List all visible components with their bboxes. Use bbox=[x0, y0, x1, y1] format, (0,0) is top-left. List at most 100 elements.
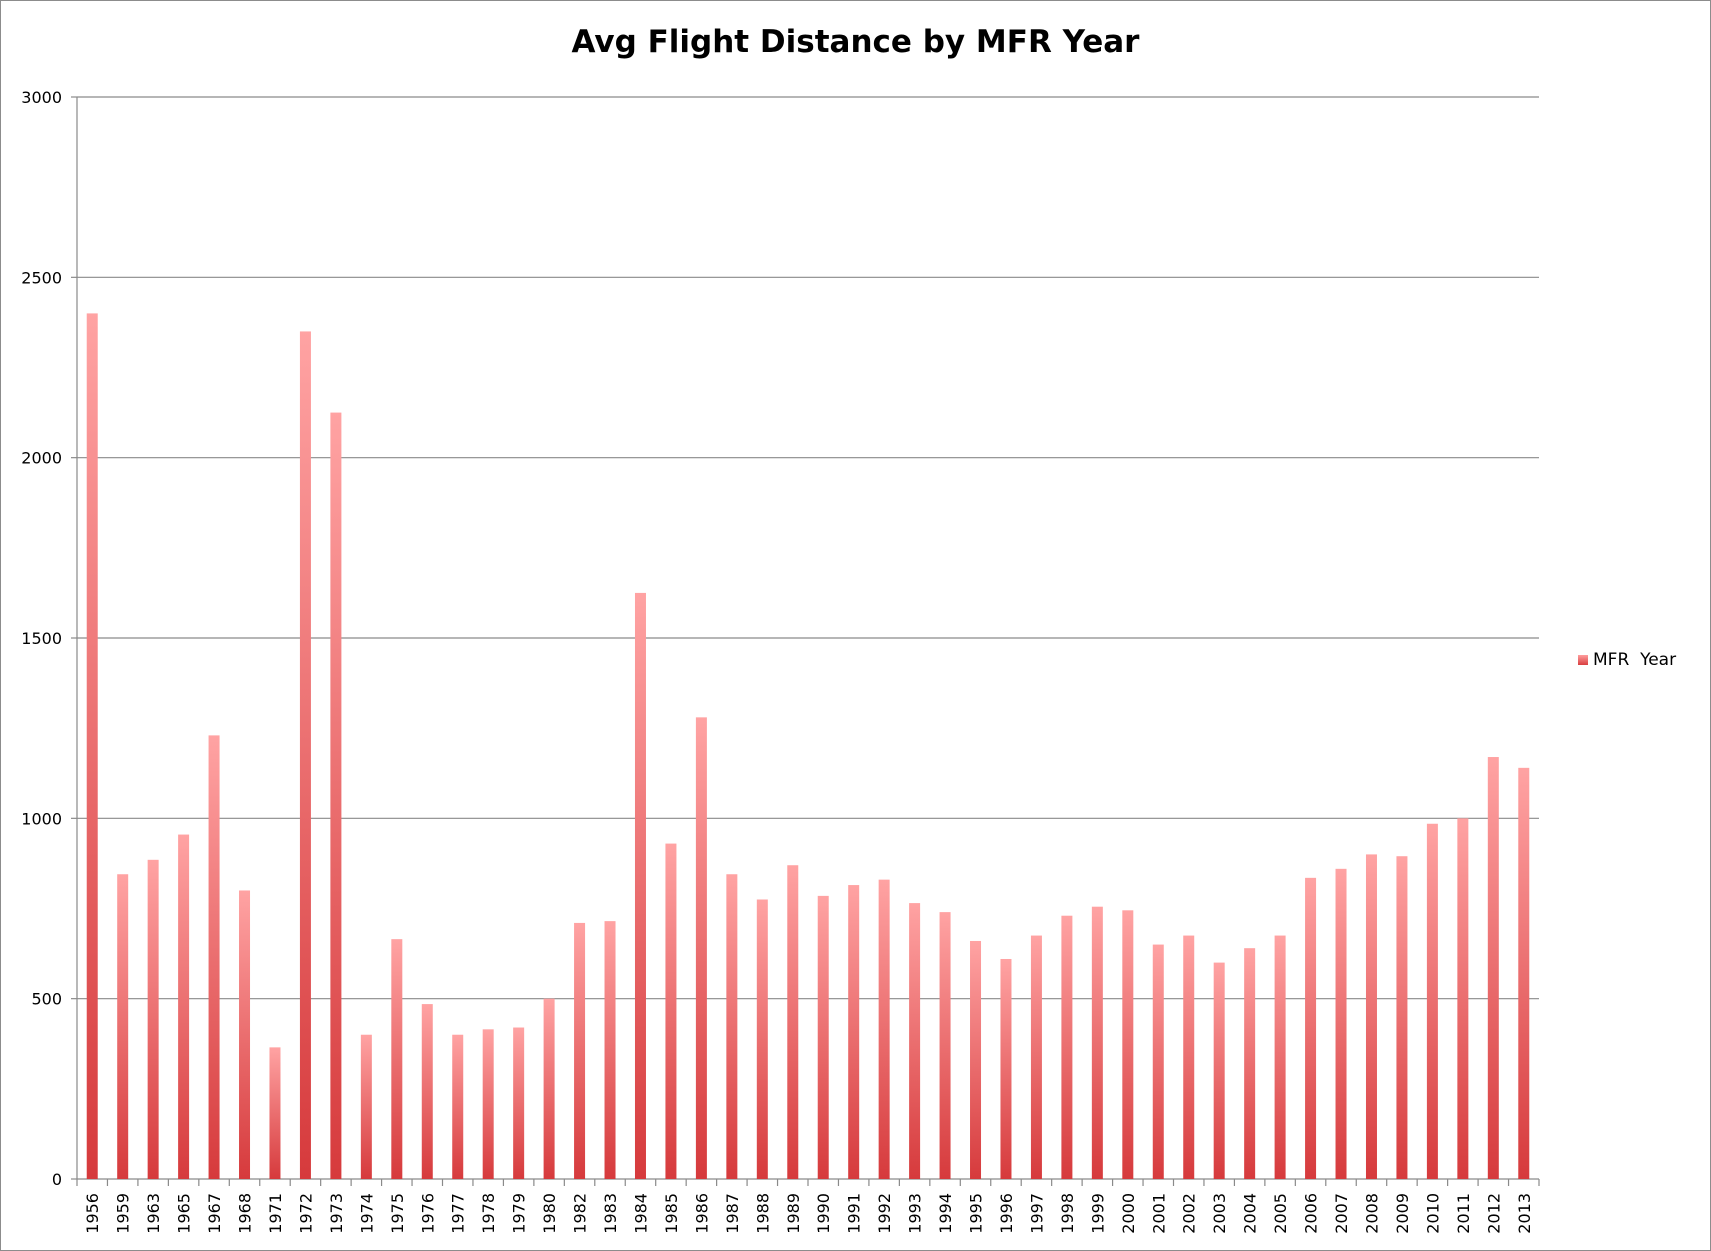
bar-1973 bbox=[330, 412, 342, 1179]
bar-2013 bbox=[1518, 767, 1530, 1179]
x-tick-label-2002: 2002 bbox=[1180, 1193, 1199, 1234]
tick-labels: 0 500 1000 1500 2000 2500 3000 1956 1959 1963 1965… bbox=[21, 88, 1533, 1234]
x-tick-label-1987: 1987 bbox=[723, 1193, 742, 1234]
y-tick-label-1500: 1500 bbox=[21, 629, 62, 648]
bar-2006 bbox=[1305, 877, 1317, 1179]
bar-1990 bbox=[817, 895, 829, 1179]
bar-1979 bbox=[513, 1027, 525, 1179]
bar-1993 bbox=[909, 903, 921, 1179]
bar-1974 bbox=[360, 1034, 372, 1179]
x-tick-label-1982: 1982 bbox=[571, 1193, 590, 1234]
bar-1997 bbox=[1030, 935, 1042, 1179]
x-tick-label-1980: 1980 bbox=[540, 1193, 559, 1234]
x-tick-label-1985: 1985 bbox=[662, 1193, 681, 1234]
bar-1965 bbox=[178, 834, 190, 1179]
x-tick-label-2008: 2008 bbox=[1362, 1193, 1381, 1234]
axes bbox=[71, 96, 1540, 1186]
x-tick-label-1992: 1992 bbox=[875, 1193, 894, 1234]
bar-1956 bbox=[86, 313, 98, 1179]
bars bbox=[86, 313, 1530, 1179]
bar-1988 bbox=[756, 899, 768, 1179]
bar-1977 bbox=[452, 1034, 464, 1179]
x-tick-label-1996: 1996 bbox=[997, 1193, 1016, 1234]
x-tick-label-1974: 1974 bbox=[357, 1193, 376, 1234]
x-tick-label-1988: 1988 bbox=[753, 1193, 772, 1234]
bar-2012 bbox=[1487, 757, 1499, 1179]
x-tick-label-2006: 2006 bbox=[1302, 1193, 1321, 1234]
bar-1984 bbox=[634, 592, 646, 1179]
bar-1995 bbox=[970, 940, 982, 1179]
bar-1991 bbox=[848, 885, 860, 1179]
legend-label: MFR Year bbox=[1593, 650, 1677, 670]
bar-2009 bbox=[1396, 856, 1408, 1179]
x-tick-label-2005: 2005 bbox=[1271, 1193, 1290, 1234]
bar-1996 bbox=[1000, 958, 1012, 1179]
bar-1967 bbox=[208, 735, 220, 1179]
bar-2011 bbox=[1457, 818, 1469, 1179]
bar-2008 bbox=[1365, 854, 1377, 1179]
chart-title: Avg Flight Distance by MFR Year bbox=[571, 24, 1140, 60]
bar-1972 bbox=[299, 331, 311, 1179]
x-tick-label-1991: 1991 bbox=[845, 1193, 864, 1234]
x-tick-label-2000: 2000 bbox=[1119, 1193, 1138, 1234]
y-tick-label-3000: 3000 bbox=[21, 88, 62, 107]
bar-1998 bbox=[1061, 915, 1073, 1179]
x-tick-label-2004: 2004 bbox=[1241, 1193, 1260, 1234]
x-tick-label-1972: 1972 bbox=[296, 1193, 315, 1234]
x-tick-label-1979: 1979 bbox=[510, 1193, 529, 1234]
bar-1975 bbox=[391, 939, 403, 1179]
bar-1985 bbox=[665, 843, 677, 1179]
bar-1968 bbox=[239, 890, 251, 1179]
bar-2005 bbox=[1274, 935, 1286, 1179]
x-tick-label-1998: 1998 bbox=[1058, 1193, 1077, 1234]
bar-1989 bbox=[787, 865, 799, 1179]
x-tick-label-1965: 1965 bbox=[175, 1193, 194, 1234]
bar-2001 bbox=[1152, 944, 1164, 1179]
x-tick-label-1990: 1990 bbox=[814, 1193, 833, 1234]
x-tick-label-1975: 1975 bbox=[388, 1193, 407, 1234]
x-tick-label-1977: 1977 bbox=[449, 1193, 468, 1234]
x-tick-label-2010: 2010 bbox=[1423, 1193, 1442, 1234]
bar-2000 bbox=[1122, 910, 1134, 1179]
x-tick-label-2009: 2009 bbox=[1393, 1193, 1412, 1234]
bar-1982 bbox=[574, 922, 586, 1179]
x-tick-label-1956: 1956 bbox=[83, 1193, 102, 1234]
bar-1976 bbox=[421, 1004, 433, 1179]
x-tick-label-2003: 2003 bbox=[1210, 1193, 1229, 1234]
bar-2004 bbox=[1244, 948, 1256, 1179]
x-tick-label-1986: 1986 bbox=[692, 1193, 711, 1234]
y-tick-label-500: 500 bbox=[31, 990, 62, 1009]
x-tick-label-2007: 2007 bbox=[1332, 1193, 1351, 1234]
x-tick-label-2013: 2013 bbox=[1515, 1193, 1534, 1234]
x-tick-label-1976: 1976 bbox=[418, 1193, 437, 1234]
y-tick-label-1000: 1000 bbox=[21, 809, 62, 828]
bar-2002 bbox=[1183, 935, 1195, 1179]
x-tick-label-2012: 2012 bbox=[1484, 1193, 1503, 1234]
x-tick-label-1963: 1963 bbox=[144, 1193, 163, 1234]
x-tick-label-1999: 1999 bbox=[1088, 1193, 1107, 1234]
bar-1983 bbox=[604, 921, 616, 1179]
bar-2007 bbox=[1335, 868, 1347, 1179]
legend-swatch bbox=[1578, 655, 1588, 665]
bar-1987 bbox=[726, 874, 738, 1179]
x-tick-label-1983: 1983 bbox=[601, 1193, 620, 1234]
bar-2003 bbox=[1213, 962, 1225, 1179]
x-tick-label-1995: 1995 bbox=[967, 1193, 986, 1234]
x-tick-label-1997: 1997 bbox=[1027, 1193, 1046, 1234]
x-tick-label-1971: 1971 bbox=[266, 1193, 285, 1234]
x-tick-label-1984: 1984 bbox=[631, 1193, 650, 1234]
bar-1959 bbox=[117, 874, 129, 1179]
x-tick-label-1993: 1993 bbox=[906, 1193, 925, 1234]
y-tick-label-2500: 2500 bbox=[21, 268, 62, 287]
bar-1980 bbox=[543, 998, 555, 1179]
bar-2010 bbox=[1426, 823, 1438, 1179]
legend: MFR Year bbox=[1578, 650, 1676, 670]
bar-1971 bbox=[269, 1047, 281, 1179]
y-tick-label-0: 0 bbox=[52, 1170, 62, 1189]
x-tick-label-1989: 1989 bbox=[784, 1193, 803, 1234]
bar-1963 bbox=[147, 859, 159, 1179]
x-tick-label-1959: 1959 bbox=[114, 1193, 133, 1234]
bar-1994 bbox=[939, 912, 951, 1179]
bar-1978 bbox=[482, 1029, 494, 1179]
